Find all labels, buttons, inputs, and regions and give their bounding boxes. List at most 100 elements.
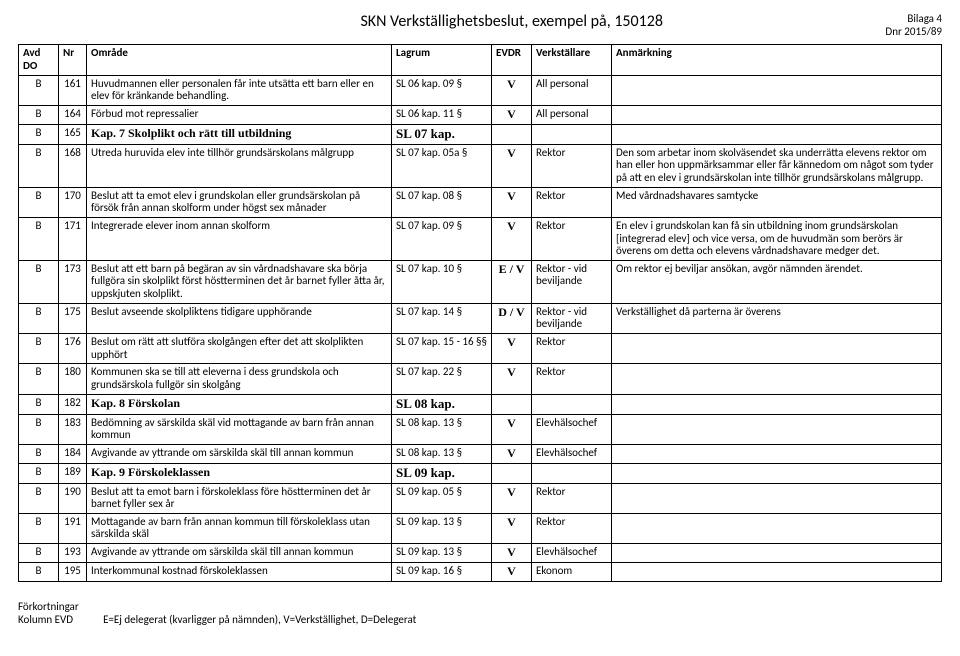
cell-evdr: V (492, 364, 532, 394)
cell-omrade: Integrerade elever inom annan skolform (87, 217, 392, 260)
cell-lagrum: SL 06 kap. 11 § (392, 105, 492, 124)
cell-verkstallare: Ekonom (532, 562, 612, 581)
cell-nr: 183 (59, 414, 87, 444)
cell-nr: 164 (59, 105, 87, 124)
table-row: B180Kommunen ska se till att eleverna i … (19, 364, 942, 394)
cell-verkstallare: Rektor (532, 217, 612, 260)
cell-omrade: Huvudmannen eller personalen får inte ut… (87, 75, 392, 105)
cell-anmarkning (612, 483, 942, 513)
cell-lagrum: SL 09 kap. 13 § (392, 544, 492, 563)
cell-lagrum: SL 07 kap. 09 § (392, 217, 492, 260)
cell-omrade: Utreda huruvida elev inte tillhör grunds… (87, 144, 392, 187)
cell-nr: 168 (59, 144, 87, 187)
cell-avd: B (19, 364, 59, 394)
cell-lagrum: SL 08 kap. 13 § (392, 414, 492, 444)
cell-anmarkning: Den som arbetar inom skolväsendet ska un… (612, 144, 942, 187)
cell-avd: B (19, 217, 59, 260)
table-row: B175Beslut avseende skolpliktens tidigar… (19, 303, 942, 333)
table-row: B168Utreda huruvida elev inte tillhör gr… (19, 144, 942, 187)
table-row: B191Mottagande av barn från annan kommun… (19, 513, 942, 543)
cell-evdr: V (492, 513, 532, 543)
cell-avd: B (19, 394, 59, 414)
cell-avd: B (19, 144, 59, 187)
cell-nr: 173 (59, 260, 87, 303)
cell-nr: 193 (59, 544, 87, 563)
cell-anmarkning (612, 364, 942, 394)
cell-avd: B (19, 187, 59, 217)
cell-avd: B (19, 544, 59, 563)
cell-avd: B (19, 513, 59, 543)
table-row: B190Beslut att ta emot barn i förskolekl… (19, 483, 942, 513)
cell-verkstallare: All personal (532, 105, 612, 124)
cell-verkstallare: All personal (532, 75, 612, 105)
footer-line2-right: E=Ej delegerat (kvarligger på nämnden), … (103, 613, 416, 626)
cell-lagrum: SL 07 kap. 05a § (392, 144, 492, 187)
cell-omrade: Bedömning av särskilda skäl vid mottagan… (87, 414, 392, 444)
bilaga-line1: Bilaga 4 (885, 12, 942, 25)
cell-verkstallare (532, 394, 612, 414)
cell-evdr: V (492, 483, 532, 513)
cell-evdr: V (492, 105, 532, 124)
table-row: B161Huvudmannen eller personalen får int… (19, 75, 942, 105)
col-avd: Avd DO (19, 45, 59, 75)
cell-lagrum: SL 08 kap. (392, 394, 492, 414)
table-row: B195Interkommunal kostnad förskoleklasse… (19, 562, 942, 581)
cell-anmarkning (612, 463, 942, 483)
cell-lagrum: SL 07 kap. 15 - 16 §§ (392, 334, 492, 364)
cell-evdr: D / V (492, 303, 532, 333)
cell-lagrum: SL 09 kap. 05 § (392, 483, 492, 513)
table-row: B165Kap. 7 Skolplikt och rätt till utbil… (19, 124, 942, 144)
cell-nr: 175 (59, 303, 87, 333)
table-header-row: Avd DO Nr Område Lagrum EVDR Verkställar… (19, 45, 942, 75)
cell-nr: 195 (59, 562, 87, 581)
cell-nr: 189 (59, 463, 87, 483)
cell-nr: 171 (59, 217, 87, 260)
cell-avd: B (19, 414, 59, 444)
cell-evdr: V (492, 187, 532, 217)
table-row: B183Bedömning av särskilda skäl vid mott… (19, 414, 942, 444)
cell-verkstallare: Rektor (532, 483, 612, 513)
cell-evdr: V (492, 544, 532, 563)
cell-anmarkning (612, 562, 942, 581)
cell-omrade: Beslut att ta emot elev i grundskolan el… (87, 187, 392, 217)
table-row: B193Avgivande av yttrande om särskilda s… (19, 544, 942, 563)
cell-nr: 170 (59, 187, 87, 217)
cell-lagrum: SL 09 kap. 16 § (392, 562, 492, 581)
cell-omrade: Beslut att ta emot barn i förskoleklass … (87, 483, 392, 513)
table-row: B189Kap. 9 FörskoleklassenSL 09 kap. (19, 463, 942, 483)
cell-anmarkning (612, 124, 942, 144)
table-row: B170Beslut att ta emot elev i grundskola… (19, 187, 942, 217)
bilaga-line2: Dnr 2015/89 (885, 25, 942, 38)
cell-omrade: Mottagande av barn från annan kommun til… (87, 513, 392, 543)
footer-line1: Förkortningar (18, 600, 942, 613)
cell-avd: B (19, 444, 59, 463)
cell-anmarkning (612, 394, 942, 414)
cell-verkstallare: Rektor - vid beviljande (532, 303, 612, 333)
cell-nr: 180 (59, 364, 87, 394)
table-row: B184Avgivande av yttrande om särskilda s… (19, 444, 942, 463)
bilaga-box: Bilaga 4 Dnr 2015/89 (885, 12, 942, 38)
cell-avd: B (19, 562, 59, 581)
cell-lagrum: SL 07 kap. 10 § (392, 260, 492, 303)
col-verkstallare: Verkställare (532, 45, 612, 75)
cell-avd: B (19, 483, 59, 513)
cell-omrade: Beslut om rätt att slutföra skolgången e… (87, 334, 392, 364)
cell-evdr (492, 394, 532, 414)
page-header: SKN Verkställighetsbeslut, exempel på, 1… (18, 12, 942, 38)
cell-nr: 182 (59, 394, 87, 414)
cell-nr: 161 (59, 75, 87, 105)
cell-avd: B (19, 303, 59, 333)
cell-verkstallare: Rektor (532, 364, 612, 394)
footer-line2-left: Kolumn EVD (18, 613, 73, 626)
cell-lagrum: SL 06 kap. 09 § (392, 75, 492, 105)
cell-omrade: Kommunen ska se till att eleverna i dess… (87, 364, 392, 394)
cell-verkstallare: Elevhälsochef (532, 414, 612, 444)
page-title: SKN Verkställighetsbeslut, exempel på, 1… (138, 12, 885, 31)
cell-evdr: V (492, 217, 532, 260)
cell-evdr: V (492, 444, 532, 463)
cell-verkstallare (532, 124, 612, 144)
col-evdr: EVDR (492, 45, 532, 75)
cell-omrade: Kap. 9 Förskoleklassen (87, 463, 392, 483)
cell-verkstallare (532, 463, 612, 483)
cell-lagrum: SL 08 kap. 13 § (392, 444, 492, 463)
